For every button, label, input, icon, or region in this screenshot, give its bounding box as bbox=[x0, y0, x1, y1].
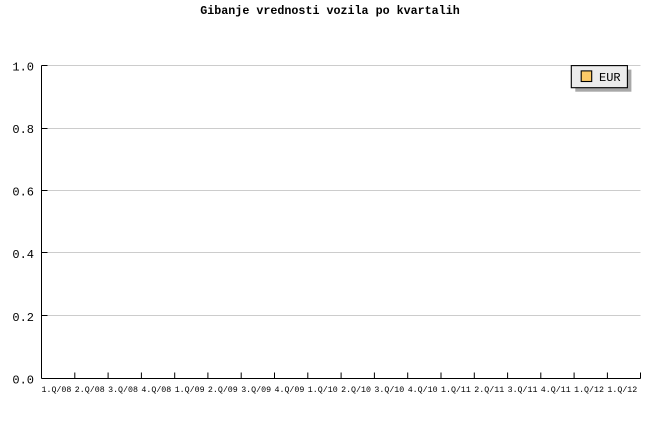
svg-text:2.Q/10: 2.Q/10 bbox=[341, 385, 371, 395]
svg-text:0.2: 0.2 bbox=[12, 311, 34, 325]
svg-text:3.Q/09: 3.Q/09 bbox=[241, 385, 271, 395]
svg-text:4.Q/08: 4.Q/08 bbox=[141, 385, 171, 395]
svg-text:0.4: 0.4 bbox=[12, 248, 34, 262]
svg-text:0.0: 0.0 bbox=[12, 373, 34, 387]
svg-text:2.Q/09: 2.Q/09 bbox=[208, 385, 238, 395]
svg-text:1.Q/12: 1.Q/12 bbox=[607, 385, 637, 395]
svg-text:4.Q/10: 4.Q/10 bbox=[408, 385, 438, 395]
svg-text:1.Q/08: 1.Q/08 bbox=[42, 385, 72, 395]
svg-text:0.6: 0.6 bbox=[12, 186, 34, 200]
svg-text:4.Q/11: 4.Q/11 bbox=[541, 385, 571, 395]
svg-text:3.Q/10: 3.Q/10 bbox=[374, 385, 404, 395]
svg-text:2.Q/08: 2.Q/08 bbox=[75, 385, 105, 395]
svg-text:2.Q/11: 2.Q/11 bbox=[474, 385, 504, 395]
svg-text:3.Q/11: 3.Q/11 bbox=[508, 385, 538, 395]
svg-text:3.Q/08: 3.Q/08 bbox=[108, 385, 138, 395]
svg-text:1.Q/12: 1.Q/12 bbox=[574, 385, 604, 395]
svg-text:1.Q/09: 1.Q/09 bbox=[175, 385, 205, 395]
svg-text:EUR: EUR bbox=[599, 71, 621, 85]
svg-text:0.8: 0.8 bbox=[12, 123, 34, 137]
svg-text:1.Q/11: 1.Q/11 bbox=[441, 385, 471, 395]
svg-text:4.Q/09: 4.Q/09 bbox=[275, 385, 305, 395]
svg-text:1.Q/10: 1.Q/10 bbox=[308, 385, 338, 395]
svg-text:1.0: 1.0 bbox=[12, 61, 34, 75]
